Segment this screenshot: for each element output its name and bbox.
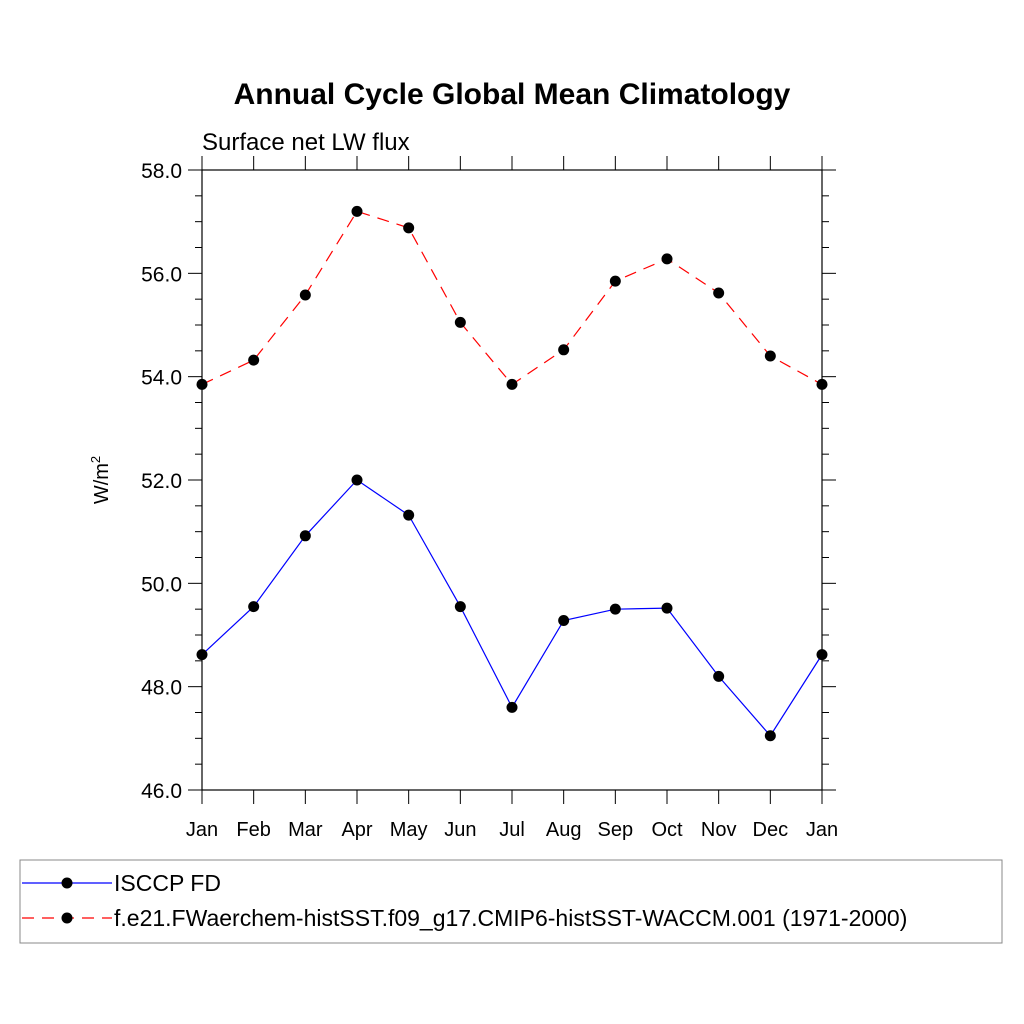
series-line-0 [201, 479, 823, 737]
series-1-point [764, 350, 776, 362]
series-0-point [248, 601, 260, 613]
y-axis: 46.0 48.0 50.0 52.0 54.0 56.0 58.0 [141, 160, 836, 803]
legend-marker-0 [61, 877, 73, 889]
legend-label-1: f.e21.FWaerchem-histSST.f09_g17.CMIP6-hi… [114, 905, 907, 931]
series-0-point [609, 603, 621, 615]
series-0-point [558, 615, 570, 627]
series-0-point [506, 701, 518, 713]
series-1-point [351, 205, 363, 217]
chart-subtitle: Surface net LW flux [202, 129, 410, 156]
plot-frame [201, 169, 823, 791]
series-layer [196, 205, 828, 742]
x-tick-label: Dec [753, 819, 789, 841]
series-0-point [403, 509, 415, 521]
x-tick-label: Jun [444, 819, 476, 841]
series-line-1 [201, 210, 823, 386]
series-1-point [299, 289, 311, 301]
series-1-point [248, 354, 260, 366]
y-tick-label: 52.0 [141, 470, 182, 493]
x-tick-label: Mar [288, 819, 323, 841]
series-0-point [454, 601, 466, 613]
y-axis-label: W/m2 [88, 456, 113, 504]
series-0-point [196, 649, 208, 661]
y-tick-label: 58.0 [141, 160, 182, 183]
legend-box [19, 859, 1003, 944]
legend-label-0: ISCCP FD [114, 870, 221, 896]
series-1-point [609, 275, 621, 287]
x-tick-label: Oct [651, 819, 683, 841]
y-tick-label: 54.0 [141, 367, 182, 390]
series-1-point [816, 378, 828, 390]
x-tick-label: Aug [546, 819, 582, 841]
x-tick-label: Jan [806, 819, 838, 841]
legend: ISCCP FD f.e21.FWaerchem-histSST.f09_g17.… [22, 870, 907, 931]
y-axis-label-unit: W/m [91, 463, 113, 504]
series-0-point [661, 602, 673, 614]
legend-marker-1 [61, 912, 73, 924]
series-1-point [558, 344, 570, 356]
series-1-point [403, 222, 415, 234]
series-0-point [351, 474, 363, 486]
series-1-point [506, 378, 518, 390]
y-axis-label-exponent: 2 [88, 456, 103, 463]
y-tick-label: 56.0 [141, 263, 182, 286]
x-tick-label: Feb [236, 819, 270, 841]
series-0-point [764, 730, 776, 742]
series-1-point [196, 378, 208, 390]
series-0-point [713, 670, 725, 682]
x-tick-label: Jul [499, 819, 525, 841]
y-tick-label: 46.0 [141, 780, 182, 803]
chart-title: Annual Cycle Global Mean Climatology [234, 78, 791, 111]
y-tick-label: 50.0 [141, 573, 182, 596]
x-tick-label: Sep [598, 819, 634, 841]
x-tick-label: Apr [341, 819, 372, 841]
x-axis: Jan Feb Mar Apr May Jun Jul Aug Sep Oct Nov Dec Jan [186, 156, 838, 841]
series-1-point [454, 316, 466, 328]
x-tick-label: Jan [186, 819, 218, 841]
series-1-point [661, 253, 673, 265]
series-0-point [816, 649, 828, 661]
x-tick-label: Nov [701, 819, 737, 841]
series-1-point [713, 287, 725, 299]
series-0-point [299, 530, 311, 542]
y-tick-label: 48.0 [141, 677, 182, 700]
x-tick-label: May [390, 819, 428, 841]
